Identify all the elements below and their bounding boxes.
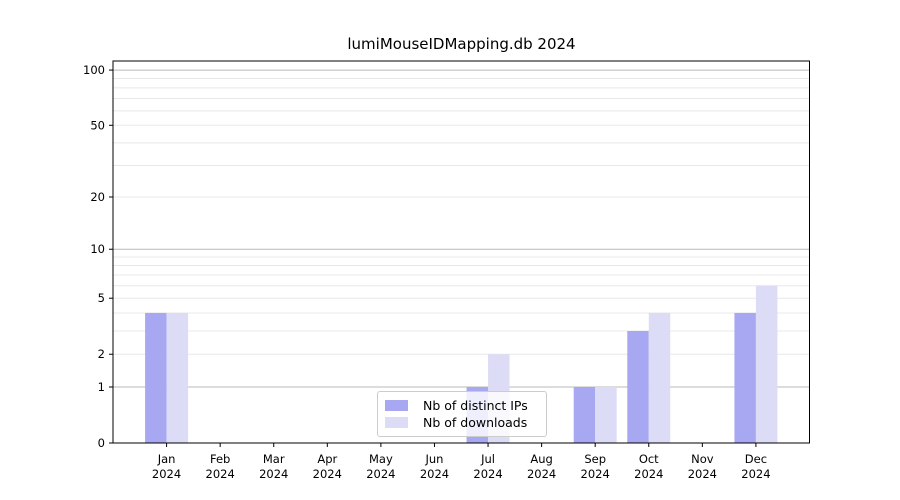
y-tick-label: 20 (90, 190, 105, 204)
x-tick-label-month: Aug (530, 452, 552, 466)
x-tick-label-month: Nov (691, 452, 714, 466)
legend: Nb of distinct IPs Nb of downloads (377, 391, 547, 437)
x-tick-label-month: Mar (263, 452, 285, 466)
legend-item: Nb of downloads (385, 415, 540, 430)
x-tick-label-year: 2024 (259, 467, 288, 481)
x-tick-label-month: Oct (639, 452, 659, 466)
bar-distinct-ips (627, 330, 649, 443)
x-tick-label-month: Jan (157, 452, 176, 466)
bar-distinct-ips (573, 386, 596, 443)
legend-swatch-downloads (385, 417, 408, 429)
x-tick-label-year: 2024 (206, 467, 235, 481)
x-tick-label-month: Dec (745, 452, 767, 466)
y-tick-label: 2 (98, 347, 105, 361)
bar-downloads (166, 312, 189, 443)
x-tick-label-year: 2024 (688, 467, 717, 481)
x-tick-label-year: 2024 (473, 467, 502, 481)
x-tick-label-year: 2024 (366, 467, 395, 481)
bar-downloads (648, 312, 671, 443)
legend-swatch-distinct-ips (385, 399, 408, 411)
bar-distinct-ips (734, 312, 756, 443)
x-tick-label-month: Jun (424, 452, 443, 466)
legend-item: Nb of distinct IPs (385, 398, 540, 413)
x-tick-label-year: 2024 (741, 467, 770, 481)
legend-label-distinct-ips: Nb of distinct IPs (423, 397, 528, 413)
y-tick-label: 10 (90, 242, 105, 256)
y-tick-label: 0 (98, 436, 105, 450)
x-tick-label-month: Sep (584, 452, 606, 466)
x-tick-label-month: Jul (480, 452, 495, 466)
x-tick-label-month: Apr (317, 452, 337, 466)
x-tick-label-year: 2024 (420, 467, 449, 481)
bar-downloads (755, 285, 778, 443)
y-tick-label: 50 (90, 118, 105, 132)
x-tick-label-year: 2024 (152, 467, 181, 481)
x-tick-label-month: Feb (210, 452, 230, 466)
bar-downloads (595, 386, 617, 443)
x-tick-label-year: 2024 (634, 467, 663, 481)
x-tick-label-month: May (369, 452, 393, 466)
legend-label-downloads: Nb of downloads (423, 415, 528, 431)
y-tick-label: 1 (98, 380, 105, 394)
x-tick-label-year: 2024 (581, 467, 610, 481)
y-tick-label: 100 (83, 63, 105, 77)
y-tick-label: 5 (98, 291, 105, 305)
x-tick-label-year: 2024 (527, 467, 556, 481)
bar-distinct-ips (145, 312, 167, 443)
x-tick-label-year: 2024 (313, 467, 342, 481)
plot-border (112, 60, 810, 444)
chart-title: lumiMouseIDMapping.db 2024 (347, 35, 576, 53)
